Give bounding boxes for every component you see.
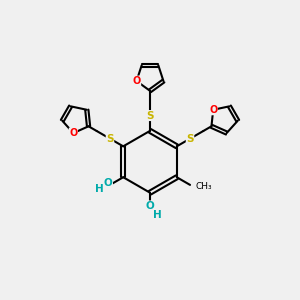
Text: O: O	[69, 128, 77, 138]
Text: H: H	[153, 210, 162, 220]
Text: H: H	[95, 184, 104, 194]
Text: CH₃: CH₃	[195, 182, 212, 191]
Text: S: S	[186, 134, 194, 144]
Text: S: S	[106, 134, 114, 144]
Text: O: O	[104, 178, 112, 188]
Text: O: O	[132, 76, 141, 86]
Text: S: S	[146, 110, 154, 121]
Text: O: O	[146, 201, 154, 211]
Text: O: O	[209, 105, 217, 115]
